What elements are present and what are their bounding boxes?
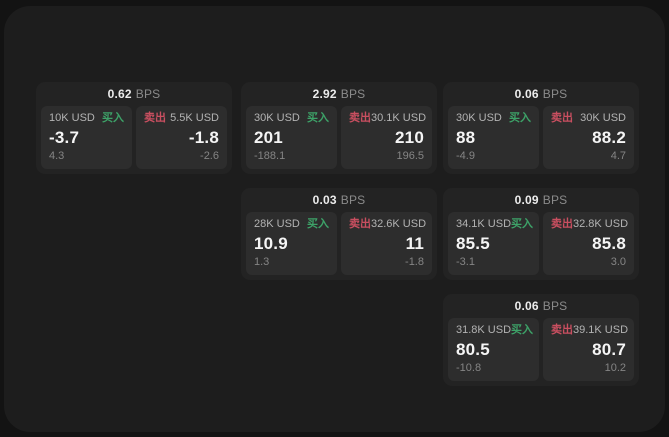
- bps-header: 0.62 BPS: [36, 82, 232, 106]
- bps-unit: BPS: [340, 87, 366, 101]
- bps-unit: BPS: [542, 193, 568, 207]
- buy-pane[interactable]: 30K USD 买入 201 -188.1: [246, 106, 337, 169]
- sell-price: 88.2: [592, 128, 626, 147]
- buy-notional: 30K USD: [456, 112, 502, 124]
- buy-delta: -188.1: [254, 150, 286, 162]
- buy-price: -3.7: [49, 128, 80, 147]
- sell-delta: 196.5: [396, 150, 424, 162]
- buy-pane[interactable]: 34.1K USD 买入 85.5 -3.1: [448, 212, 539, 275]
- sell-side-label: 卖出: [551, 324, 573, 336]
- buy-notional: 10K USD: [49, 112, 95, 124]
- pricing-card: 0.06 BPS 30K USD 买入 88 -4.9 卖出 30K USD 8…: [443, 82, 639, 174]
- buy-pane[interactable]: 10K USD 买入 -3.7 4.3: [41, 106, 132, 169]
- buy-notional: 34.1K USD: [456, 218, 512, 230]
- sell-notional: 5.5K USD: [170, 112, 219, 124]
- card-body: 31.8K USD 买入 80.5 -10.8 卖出 39.1K USD 80.…: [443, 318, 639, 386]
- buy-notional: 30K USD: [254, 112, 300, 124]
- buy-side-label: 买入: [511, 218, 534, 230]
- sell-notional: 32.6K USD: [371, 218, 427, 230]
- bps-value: 0.06: [514, 299, 539, 313]
- sell-pane[interactable]: 卖出 32.6K USD 11 -1.8: [341, 212, 432, 275]
- bps-header: 2.92 BPS: [241, 82, 437, 106]
- buy-side-label: 买入: [307, 218, 329, 230]
- sell-notional: 32.8K USD: [573, 218, 629, 230]
- sell-pane[interactable]: 卖出 32.8K USD 85.8 3.0: [543, 212, 634, 275]
- sell-delta: -1.8: [405, 256, 424, 268]
- buy-side-label: 买入: [307, 112, 329, 124]
- bps-header: 0.06 BPS: [443, 82, 639, 106]
- sell-notional: 30.1K USD: [371, 112, 427, 124]
- card-body: 30K USD 买入 88 -4.9 卖出 30K USD 88.2 4.7: [443, 106, 639, 174]
- buy-price: 85.5: [456, 234, 490, 253]
- buy-price: 201: [254, 128, 283, 147]
- sell-notional: 39.1K USD: [573, 324, 629, 336]
- sell-side-label: 卖出: [144, 112, 166, 124]
- bps-unit: BPS: [542, 299, 568, 313]
- card-body: 30K USD 买入 201 -188.1 卖出 30.1K USD 210 1…: [241, 106, 437, 174]
- card-body: 34.1K USD 买入 85.5 -3.1 卖出 32.8K USD 85.8…: [443, 212, 639, 280]
- buy-delta: -4.9: [456, 150, 475, 162]
- card-body: 28K USD 买入 10.9 1.3 卖出 32.6K USD 11 -1.8: [241, 212, 437, 280]
- bps-value: 0.06: [514, 87, 539, 101]
- buy-side-label: 买入: [102, 112, 124, 124]
- sell-price: -1.8: [188, 128, 219, 147]
- bps-value: 0.03: [312, 193, 337, 207]
- sell-pane[interactable]: 卖出 30K USD 88.2 4.7: [543, 106, 634, 169]
- bps-value: 0.62: [107, 87, 132, 101]
- buy-price: 88: [456, 128, 476, 147]
- bps-value: 0.09: [514, 193, 539, 207]
- buy-delta: 1.3: [254, 256, 270, 268]
- sell-side-label: 卖出: [551, 112, 573, 124]
- pricing-card: 0.06 BPS 31.8K USD 买入 80.5 -10.8 卖出 39.1…: [443, 294, 639, 386]
- bps-header: 0.03 BPS: [241, 188, 437, 212]
- bps-unit: BPS: [135, 87, 161, 101]
- bps-value: 2.92: [312, 87, 337, 101]
- buy-pane[interactable]: 30K USD 买入 88 -4.9: [448, 106, 539, 169]
- bps-header: 0.06 BPS: [443, 294, 639, 318]
- pricing-card: 2.92 BPS 30K USD 买入 201 -188.1 卖出 30.1K …: [241, 82, 437, 174]
- sell-delta: 4.7: [610, 150, 626, 162]
- buy-side-label: 买入: [511, 324, 534, 336]
- buy-price: 80.5: [456, 340, 490, 359]
- sell-pane[interactable]: 卖出 30.1K USD 210 196.5: [341, 106, 432, 169]
- sell-notional: 30K USD: [580, 112, 626, 124]
- bps-header: 0.09 BPS: [443, 188, 639, 212]
- pricing-card: 0.62 BPS 10K USD 买入 -3.7 4.3 卖出 5.5K USD…: [36, 82, 232, 174]
- sell-side-label: 卖出: [349, 218, 371, 230]
- pricing-card: 0.03 BPS 28K USD 买入 10.9 1.3 卖出 32.6K US…: [241, 188, 437, 280]
- buy-notional: 31.8K USD: [456, 324, 512, 336]
- buy-price: 10.9: [254, 234, 288, 253]
- buy-delta: 4.3: [49, 150, 65, 162]
- sell-pane[interactable]: 卖出 5.5K USD -1.8 -2.6: [136, 106, 227, 169]
- sell-price: 11: [405, 234, 424, 253]
- sell-delta: -2.6: [200, 150, 219, 162]
- sell-side-label: 卖出: [551, 218, 573, 230]
- bps-unit: BPS: [542, 87, 568, 101]
- sell-delta: 3.0: [610, 256, 626, 268]
- sell-delta: 10.2: [604, 362, 626, 374]
- buy-side-label: 买入: [509, 112, 531, 124]
- pricing-card: 0.09 BPS 34.1K USD 买入 85.5 -3.1 卖出 32.8K…: [443, 188, 639, 280]
- sell-pane[interactable]: 卖出 39.1K USD 80.7 10.2: [543, 318, 634, 381]
- sell-price: 80.7: [592, 340, 626, 359]
- sell-side-label: 卖出: [349, 112, 371, 124]
- bps-unit: BPS: [340, 193, 366, 207]
- buy-notional: 28K USD: [254, 218, 300, 230]
- buy-delta: -10.8: [456, 362, 482, 374]
- card-body: 10K USD 买入 -3.7 4.3 卖出 5.5K USD -1.8 -2.…: [36, 106, 232, 174]
- sell-price: 210: [395, 128, 424, 147]
- sell-price: 85.8: [592, 234, 626, 253]
- buy-pane[interactable]: 28K USD 买入 10.9 1.3: [246, 212, 337, 275]
- buy-delta: -3.1: [456, 256, 475, 268]
- buy-pane[interactable]: 31.8K USD 买入 80.5 -10.8: [448, 318, 539, 381]
